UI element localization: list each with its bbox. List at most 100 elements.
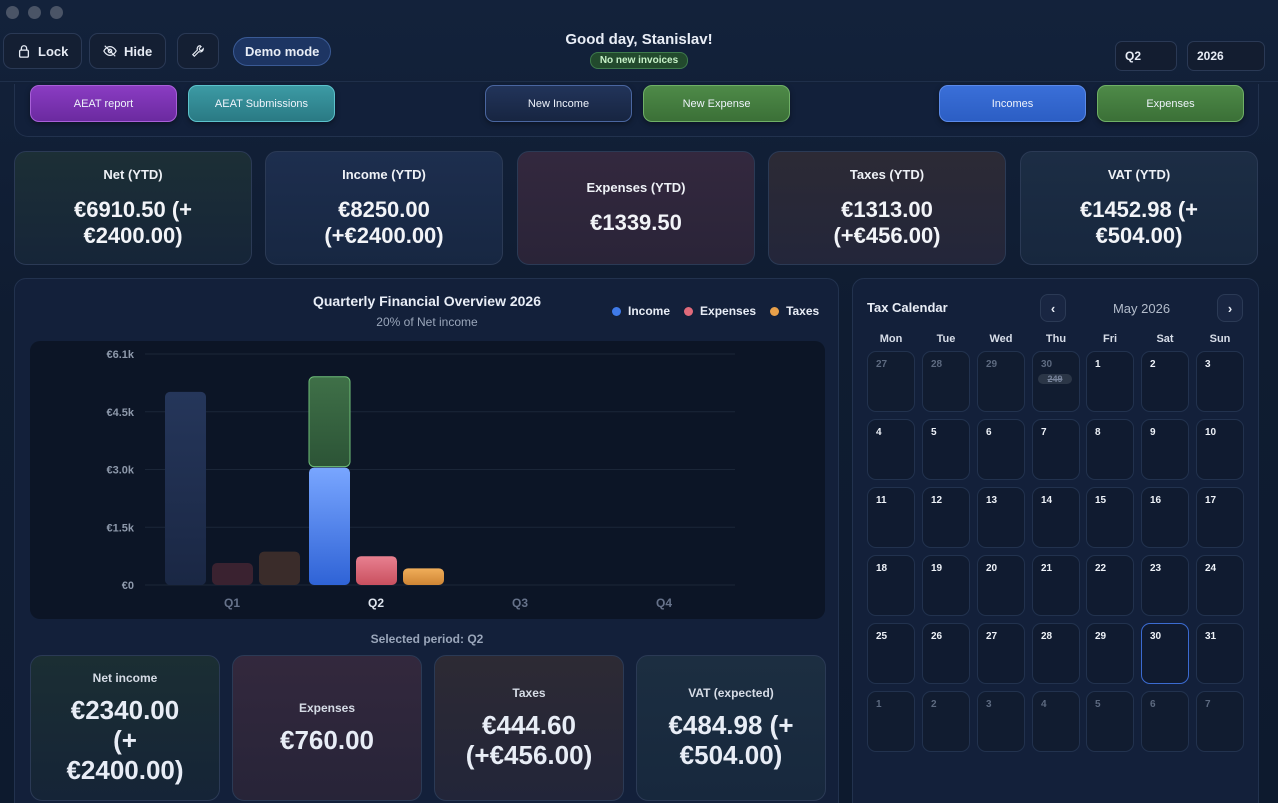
aeat-report-button[interactable]: AEAT report bbox=[30, 85, 177, 122]
prev-month-button[interactable]: ‹ bbox=[1040, 294, 1066, 322]
weekday-label: Thu bbox=[1045, 333, 1067, 345]
calendar-day[interactable]: 3 bbox=[1196, 351, 1244, 412]
calendar-day[interactable]: 27 bbox=[977, 623, 1025, 684]
calendar-title: Tax Calendar bbox=[867, 300, 948, 315]
calendar-day[interactable]: 20 bbox=[977, 555, 1025, 616]
bar-income-q2[interactable] bbox=[309, 467, 350, 585]
aeat-submissions-button[interactable]: AEAT Submissions bbox=[188, 85, 335, 122]
calendar-day[interactable]: 10 bbox=[1196, 419, 1244, 480]
bar-taxes-q1[interactable] bbox=[259, 551, 300, 585]
lock-button[interactable]: Lock bbox=[3, 33, 83, 69]
chart-grid bbox=[145, 353, 735, 586]
calendar-day[interactable]: 2 bbox=[922, 691, 970, 752]
new-income-button[interactable]: New Income bbox=[485, 85, 632, 122]
bar-taxes-q2[interactable] bbox=[403, 568, 444, 585]
x-tick-label[interactable]: Q2 bbox=[368, 596, 384, 610]
chevron-right-icon: › bbox=[1227, 300, 1233, 316]
expenses-ytd-card: Expenses (YTD) €1339.50 bbox=[517, 151, 755, 265]
calendar-day[interactable]: 4 bbox=[867, 419, 915, 480]
calendar-day[interactable]: 29 bbox=[1086, 623, 1134, 684]
calendar-day[interactable]: 8 bbox=[1086, 419, 1134, 480]
calendar-day[interactable]: 7 bbox=[1032, 419, 1080, 480]
new-expense-button[interactable]: New Expense bbox=[643, 85, 790, 122]
legend-expenses[interactable]: Expenses bbox=[684, 304, 756, 318]
day-number: 30 bbox=[1041, 359, 1053, 370]
calendar-day[interactable]: 18 bbox=[867, 555, 915, 616]
legend-taxes-dot bbox=[770, 306, 780, 316]
hide-button[interactable]: Hide bbox=[89, 33, 167, 69]
calendar-day[interactable]: 11 bbox=[867, 487, 915, 548]
x-tick-label[interactable]: Q4 bbox=[656, 596, 672, 610]
calendar-day[interactable]: 1 bbox=[1086, 351, 1134, 412]
bar-income-q1[interactable] bbox=[165, 391, 206, 585]
calendar-day[interactable]: 3 bbox=[977, 691, 1025, 752]
calendar-day[interactable]: 26 bbox=[922, 623, 970, 684]
calendar-day[interactable]: 7 bbox=[1196, 691, 1244, 752]
day-number: 22 bbox=[1095, 563, 1107, 574]
calendar-day[interactable]: 16 bbox=[1141, 487, 1189, 548]
weekday-label: Sun bbox=[1209, 333, 1231, 345]
calendar-day[interactable]: 30 249 bbox=[1032, 351, 1080, 412]
legend-taxes-label: Taxes bbox=[786, 304, 820, 318]
weekday-label: Sat bbox=[1156, 333, 1174, 345]
x-tick-label[interactable]: Q3 bbox=[512, 596, 528, 610]
next-month-button[interactable]: › bbox=[1217, 294, 1243, 322]
stat-label: VAT (YTD) bbox=[1107, 167, 1171, 182]
chart-legend: Income Expenses Taxes bbox=[612, 304, 819, 318]
day-number: 3 bbox=[986, 699, 992, 710]
calendar-day[interactable]: 24 bbox=[1196, 555, 1244, 616]
card-value-line1: €760.00 bbox=[280, 725, 374, 755]
calendar-day[interactable]: 13 bbox=[977, 487, 1025, 548]
legend-taxes[interactable]: Taxes bbox=[770, 304, 819, 318]
calendar-day[interactable]: 5 bbox=[922, 419, 970, 480]
calendar-day[interactable]: 1 bbox=[867, 691, 915, 752]
calendar-day[interactable]: 6 bbox=[977, 419, 1025, 480]
calendar-day[interactable]: 2 bbox=[1141, 351, 1189, 412]
settings-button[interactable] bbox=[177, 33, 219, 69]
calendar-day[interactable]: 15 bbox=[1086, 487, 1134, 548]
expenses-card: Expenses €760.00 bbox=[232, 655, 422, 801]
calendar-day[interactable]: 28 bbox=[922, 351, 970, 412]
legend-income[interactable]: Income bbox=[612, 304, 670, 318]
calendar-day[interactable]: 17 bbox=[1196, 487, 1244, 548]
stat-label: Net (YTD) bbox=[103, 167, 163, 182]
hide-label: Hide bbox=[124, 43, 153, 59]
day-number: 29 bbox=[986, 359, 998, 370]
card-label: Taxes bbox=[512, 686, 546, 700]
year-select[interactable]: 2026 bbox=[1187, 41, 1265, 71]
calendar-day[interactable]: 19 bbox=[922, 555, 970, 616]
incomes-button[interactable]: Incomes bbox=[939, 85, 1086, 122]
calendar-day[interactable]: 21 bbox=[1032, 555, 1080, 616]
card-value-line3: €2400.00) bbox=[66, 755, 184, 785]
bar-expenses-q1[interactable] bbox=[212, 563, 253, 585]
minimize-window-button[interactable] bbox=[28, 6, 41, 19]
calendar-day[interactable]: 6 bbox=[1141, 691, 1189, 752]
bar-income-extra-q2[interactable] bbox=[308, 376, 351, 468]
bar-expenses-q2[interactable] bbox=[356, 556, 397, 585]
calendar-day[interactable]: 31 bbox=[1196, 623, 1244, 684]
day-number: 3 bbox=[1205, 359, 1211, 370]
calendar-day[interactable]: 27 bbox=[867, 351, 915, 412]
calendar-day[interactable]: 23 bbox=[1141, 555, 1189, 616]
zoom-window-button[interactable] bbox=[50, 6, 63, 19]
legend-expenses-dot bbox=[684, 306, 694, 316]
calendar-day[interactable]: 25 bbox=[867, 623, 915, 684]
calendar-day[interactable]: 5 bbox=[1086, 691, 1134, 752]
expenses-button[interactable]: Expenses bbox=[1097, 85, 1244, 122]
calendar-day[interactable]: 14 bbox=[1032, 487, 1080, 548]
calendar-day[interactable]: 12 bbox=[922, 487, 970, 548]
calendar-day[interactable]: 9 bbox=[1141, 419, 1189, 480]
calendar-day[interactable]: 4 bbox=[1032, 691, 1080, 752]
close-window-button[interactable] bbox=[6, 6, 19, 19]
quarter-select[interactable]: Q2 bbox=[1115, 41, 1177, 71]
tax-event-chip[interactable]: 249 bbox=[1038, 374, 1072, 384]
x-tick-label[interactable]: Q1 bbox=[224, 596, 240, 610]
calendar-day[interactable]: 28 bbox=[1032, 623, 1080, 684]
calendar-day[interactable]: 30 bbox=[1141, 623, 1189, 684]
calendar-day[interactable]: 29 bbox=[977, 351, 1025, 412]
card-value-line1: €444.60 bbox=[482, 710, 576, 740]
demo-mode-badge[interactable]: Demo mode bbox=[233, 37, 332, 66]
top-bar: Lock Hide Demo mode Good day, Stanislav!… bbox=[0, 31, 1278, 82]
calendar-day[interactable]: 22 bbox=[1086, 555, 1134, 616]
